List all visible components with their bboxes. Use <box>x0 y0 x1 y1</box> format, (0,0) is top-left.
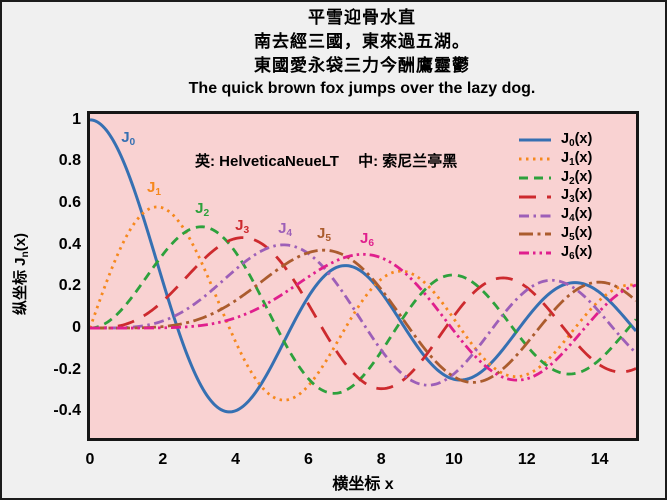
legend-label-j3: J3(x) <box>561 187 593 206</box>
y-tick-label-0: 0 <box>72 319 81 337</box>
curve-annotation-j5: J5 <box>317 224 332 244</box>
legend-line-sample-j5 <box>519 232 551 236</box>
y-tick-label--0.4: -0.4 <box>53 402 81 420</box>
x-tick-label-12: 12 <box>517 451 536 468</box>
curve-annotation-j4: J4 <box>278 219 293 239</box>
legend-label-j6: J6(x) <box>561 243 593 262</box>
legend-label-j1: J1(x) <box>561 149 593 168</box>
x-tick-label-4: 4 <box>231 451 241 468</box>
curve-j4 <box>90 243 636 387</box>
y-tick-label--0.2: -0.2 <box>53 360 81 378</box>
title-line-4: The quick brown fox jumps over the lazy … <box>188 80 536 97</box>
curve-annotation-j6: J6 <box>359 229 375 249</box>
legend-item-j0: J0(x) <box>518 131 592 150</box>
curve-annotation-j1: J1 <box>147 178 162 198</box>
title-line-2: 南去經三國，東來過五湖。 <box>254 32 470 51</box>
curve-j5 <box>90 248 636 384</box>
legend-item-j5: J5(x) <box>518 225 592 244</box>
x-tick-label-2: 2 <box>158 451 168 468</box>
legend-item-j4: J4(x) <box>518 206 592 225</box>
curve-annotation-j3: J3 <box>235 217 250 236</box>
curve-j0 <box>90 118 636 414</box>
y-tick-label-0.2: 0.2 <box>58 277 81 295</box>
legend-line-sample-j2 <box>519 176 551 180</box>
title-line-1: 平雪迎骨水直 <box>308 8 416 27</box>
x-tick-label-8: 8 <box>376 451 386 468</box>
legend-line-sample-j1 <box>519 157 551 161</box>
legend-label-j4: J4(x) <box>561 206 593 225</box>
legend-line-sample-j0 <box>519 138 551 142</box>
curve-j3 <box>90 236 636 391</box>
x-tick-label-10: 10 <box>445 451 463 468</box>
legend-item-j1: J1(x) <box>518 150 592 169</box>
y-tick-label-0.4: 0.4 <box>58 235 81 253</box>
legend-label-j2: J2(x) <box>561 168 593 187</box>
x-tick-label-14: 14 <box>590 451 609 468</box>
legend-line-sample-j3 <box>519 195 551 199</box>
curve-annotation-j0: J0 <box>121 128 136 148</box>
x-tick-label-0: 0 <box>85 451 95 468</box>
legend-item-j2: J2(x) <box>518 169 592 188</box>
title-line-3: 東國愛永袋三力今酬鷹靈鬱 <box>254 56 470 75</box>
bessel-curves-svg <box>90 118 636 414</box>
chart-title-block: 平雪迎骨水直 南去經三國，東來過五湖。 東國愛永袋三力今酬鷹靈鬱 The qui… <box>57 8 665 97</box>
y-tick-label-1: 1 <box>72 110 81 128</box>
x-tick-label-6: 6 <box>303 451 313 468</box>
legend-item-j6: J6(x) <box>518 244 592 263</box>
x-axis-label: 横坐标 x <box>332 476 394 493</box>
font-annotation: 英: HelveticaNeueLT 中: 索尼兰亭黑 <box>195 153 458 170</box>
legend-label-j0: J0(x) <box>561 131 593 149</box>
legend: J0(x) J1(x) J2(x) J3(x) J4(x) J5(x) J6(x) <box>518 131 592 263</box>
legend-label-j5: J5(x) <box>561 225 593 243</box>
y-tick-label-0.8: 0.8 <box>58 152 81 170</box>
legend-line-sample-j4 <box>519 214 551 218</box>
legend-line-sample-j6 <box>519 251 551 255</box>
plot-area: 英: HelveticaNeueLT 中: 索尼兰亭黑 J0(x) J1(x) J2… <box>87 111 639 441</box>
legend-item-j3: J3(x) <box>518 187 592 206</box>
y-tick-label-0.6: 0.6 <box>58 194 81 212</box>
curve-annotation-j2: J2 <box>195 199 210 219</box>
curve-j2 <box>90 225 636 395</box>
